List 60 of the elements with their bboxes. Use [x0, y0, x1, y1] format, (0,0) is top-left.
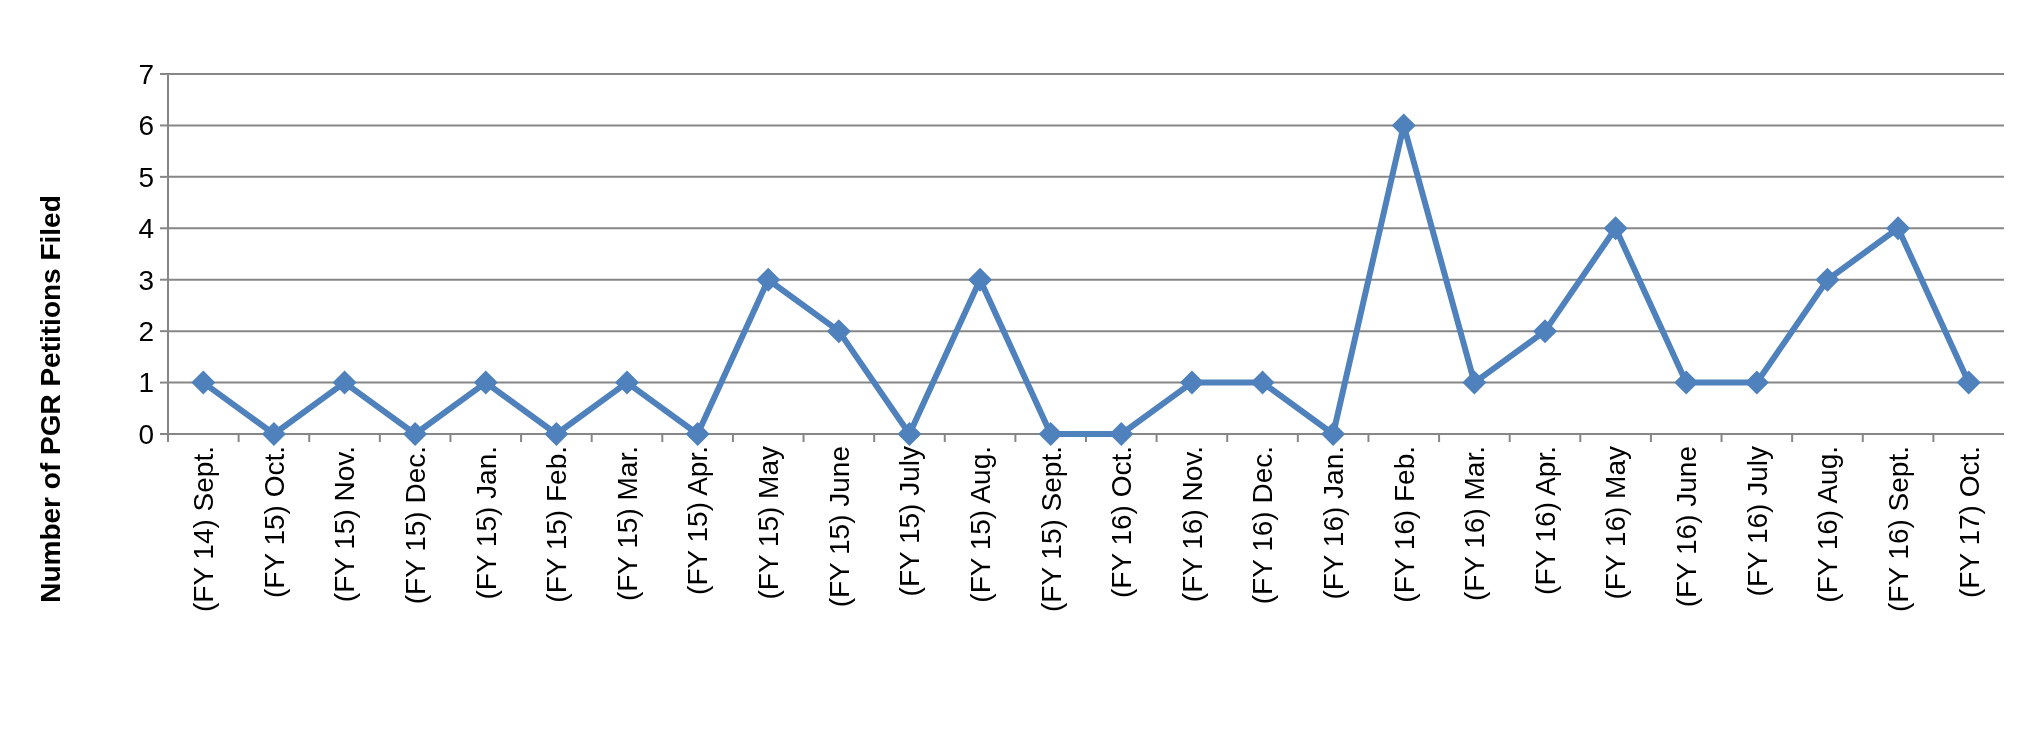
x-tick-label: (FY 16) July	[1741, 446, 1773, 597]
point	[473, 370, 498, 395]
x-tick-label: (FY 16) May	[1600, 446, 1632, 600]
y-tick-label: 3	[138, 264, 154, 296]
point	[1250, 370, 1275, 395]
point	[615, 370, 639, 395]
point	[1815, 267, 1840, 292]
x-tick-label: (FY 16) Feb.	[1388, 446, 1420, 603]
point	[332, 370, 357, 395]
y-tick-label: 5	[138, 161, 154, 193]
point	[261, 422, 286, 446]
x-tick-label: (FY 15) July	[894, 446, 926, 597]
point	[1462, 370, 1487, 395]
x-tick-label: (FY 16) Mar.	[1459, 446, 1491, 602]
x-tick-label: (FY 16) Apr.	[1529, 446, 1561, 595]
point	[1744, 370, 1769, 395]
point	[897, 422, 922, 446]
y-tick-label: 4	[138, 213, 154, 245]
x-tick-label: (FY 16) Aug.	[1812, 446, 1844, 603]
x-tick-label: (FY 15) Dec.	[399, 446, 431, 605]
y-tick-label: 0	[138, 418, 154, 450]
point	[191, 370, 216, 395]
point	[1674, 370, 1699, 395]
x-tick-label: (FY 14) Sept.	[188, 446, 220, 613]
x-tick-label: (FY 16) Sept.	[1882, 446, 1914, 613]
x-tick-label: (FY 16) June	[1671, 446, 1703, 608]
x-tick-label: (FY 15) Mar.	[611, 446, 643, 602]
x-tick-label: (FY 16) Nov.	[1176, 446, 1208, 603]
x-tick-label: (FY 15) Apr.	[682, 446, 714, 595]
point	[1038, 422, 1063, 446]
x-tick-label: (FY 17) Oct.	[1953, 446, 1985, 598]
point	[1533, 319, 1557, 344]
point	[1179, 370, 1204, 395]
point	[1321, 422, 1346, 446]
point	[1886, 216, 1911, 241]
y-tick-label: 6	[138, 110, 154, 142]
point	[544, 422, 569, 446]
x-tick-label: (FY 16) Jan.	[1317, 446, 1349, 600]
point	[1109, 422, 1134, 446]
y-tick-label: 1	[138, 367, 154, 399]
y-tick-label: 2	[138, 315, 154, 347]
point	[1956, 370, 1981, 395]
x-tick-label: (FY 15) Aug.	[964, 446, 996, 603]
point	[968, 267, 993, 292]
x-tick-label: (FY 15) Nov.	[329, 446, 361, 603]
x-tick-label: (FY 15) Feb.	[541, 446, 573, 603]
y-axis-title: Number of PGR Petitions Filed	[35, 195, 66, 603]
point	[403, 422, 428, 446]
point	[826, 319, 851, 344]
x-tick-label: (FY 15) June	[823, 446, 855, 608]
point	[1603, 216, 1628, 241]
x-tick-label: (FY 15) May	[753, 446, 785, 600]
x-tick-label: (FY 15) Jan.	[470, 446, 502, 600]
x-tick-label: (FY 16) Oct.	[1106, 446, 1138, 598]
point	[756, 267, 781, 292]
x-tick-label: (FY 15) Sept.	[1035, 446, 1067, 613]
x-tick-label: (FY 15) Oct.	[258, 446, 290, 598]
x-tick-label: (FY 16) Dec.	[1247, 446, 1279, 605]
point	[685, 422, 710, 446]
y-tick-label: 7	[138, 58, 154, 90]
